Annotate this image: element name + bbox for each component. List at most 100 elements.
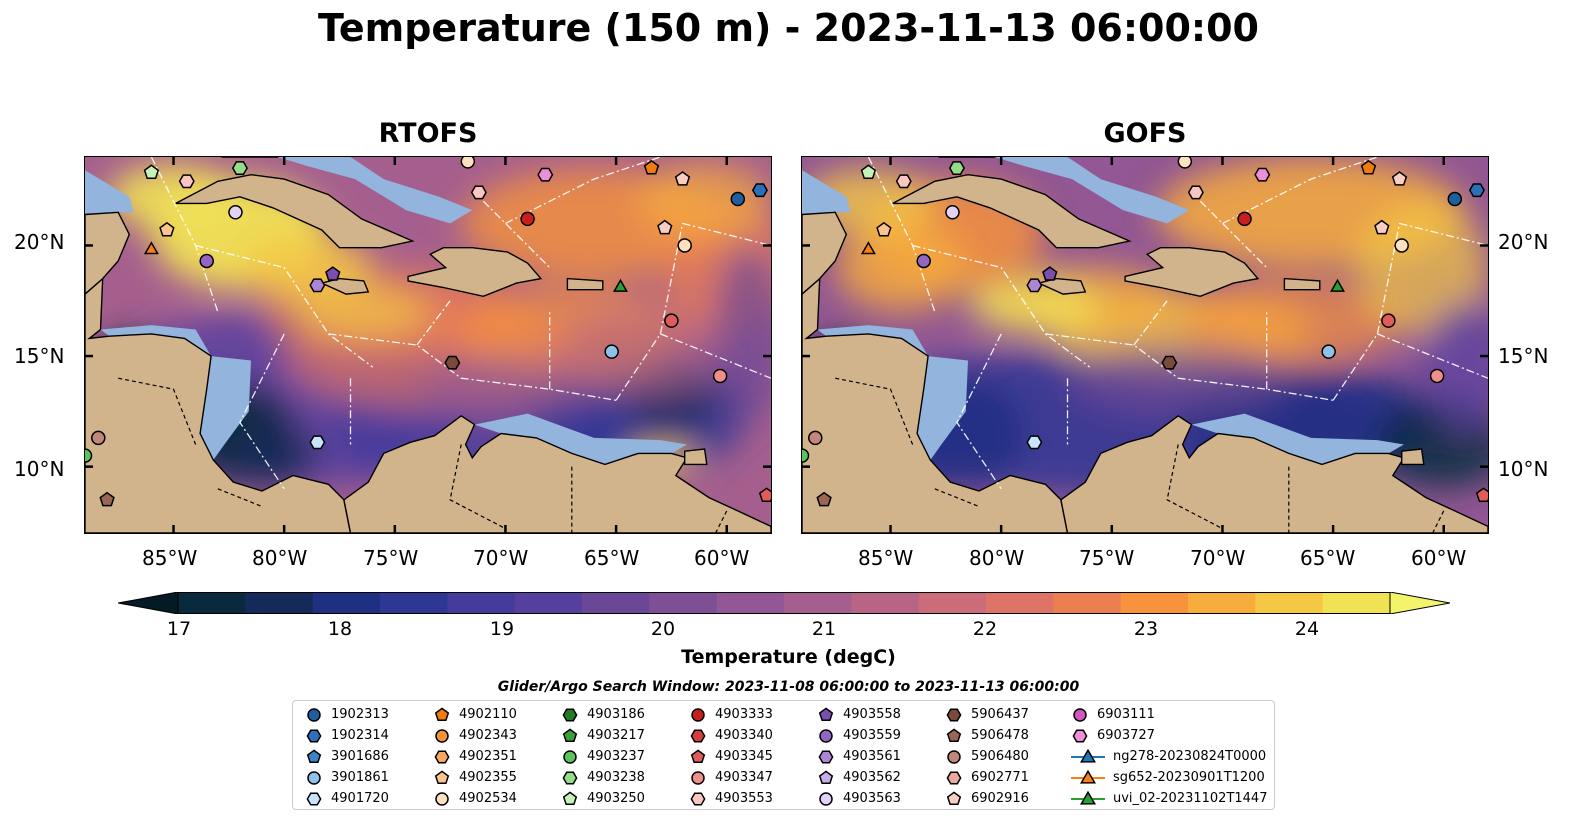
legend-item: 4903250: [561, 788, 645, 809]
colorbar-tick-21: 21: [811, 618, 837, 640]
legend-item: 4903237: [561, 746, 645, 767]
legend-float-marker: [434, 706, 450, 721]
legend-float-marker: [307, 707, 321, 722]
lon-label-85w-rtofs: 85°W: [142, 546, 198, 570]
shelf-bahamas: [994, 157, 1190, 224]
float-marker: [1026, 278, 1043, 293]
pentagon-marker-icon: [306, 748, 322, 763]
map-panel-rtofs: [84, 156, 772, 534]
float-marker: [1161, 355, 1178, 370]
legend-item: sg652-20230901T1200: [1071, 767, 1265, 788]
legend-item-label: 4903237: [587, 749, 645, 764]
boundary-line: [505, 157, 661, 224]
legend-item: 4903238: [561, 767, 645, 788]
boundary-line: [1399, 222, 1488, 247]
circle-marker-icon: [947, 749, 961, 764]
boundary-line: [416, 300, 451, 346]
lon-label-65w-gofs: 65°W: [1300, 546, 1356, 570]
circle-marker-icon: [307, 770, 321, 785]
land-trinidad: [684, 448, 708, 466]
colorbar-tick-24: 24: [1294, 618, 1320, 640]
figure-title: Temperature (150 m) - 2023-11-13 06:00:0…: [317, 6, 1259, 50]
float-marker: [143, 164, 160, 180]
lat-label-15n-left: 15°N: [14, 344, 65, 368]
pentagon-marker-icon: [690, 748, 706, 763]
hexagon-marker-icon: [946, 771, 962, 784]
legend-item: 6903727: [1071, 725, 1155, 746]
legend-float-marker: [306, 748, 322, 763]
float-marker: [1475, 487, 1488, 502]
colorbar-tick-22: 22: [972, 618, 998, 640]
legend-float-marker: [435, 728, 449, 743]
float-marker: [143, 241, 159, 255]
legend-float-marker: [818, 750, 834, 763]
legend-float-marker: [691, 707, 705, 722]
float-marker: [470, 185, 487, 200]
legend-item: 1902313: [305, 704, 389, 725]
legend-item: 4903347: [689, 767, 773, 788]
boundary-line: [1133, 300, 1168, 346]
float-marker: [613, 278, 628, 292]
boundary-line: [660, 333, 771, 379]
boundary-line: [195, 244, 374, 368]
legend-item: 4901720: [305, 788, 389, 809]
float-marker: [712, 368, 728, 384]
legend-item: 4902355: [433, 767, 517, 788]
temperature-patch: [1355, 201, 1488, 334]
float-marker: [1187, 185, 1204, 200]
legend-item: 4902343: [433, 725, 517, 746]
circle-marker-icon: [691, 707, 705, 722]
colorbar-bin: [1188, 592, 1256, 614]
legend-float-marker: [562, 727, 578, 742]
shelf-venezuela: [474, 413, 687, 465]
lon-label-85w-gofs: 85°W: [858, 546, 914, 570]
legend-float-marker: [434, 750, 450, 763]
hexagon-marker-icon: [690, 729, 706, 742]
float-marker: [1254, 167, 1271, 182]
legend-float-marker: [818, 769, 834, 784]
legend-item-label: 1902314: [331, 728, 389, 743]
temperature-patch: [1421, 300, 1488, 434]
legend-float-marker: [946, 771, 962, 784]
shelf-honduras: [817, 325, 929, 357]
legend-float-marker: [435, 791, 449, 806]
legend-item: 4903333: [689, 704, 773, 725]
float-marker: [159, 221, 175, 237]
legend-item: 4903345: [689, 746, 773, 767]
pentagon-marker-icon: [434, 769, 450, 784]
land-yucatan: [85, 211, 131, 296]
shelf-venezuela: [1191, 413, 1404, 465]
float-marker: [751, 183, 768, 198]
legend-title: Glider/Argo Search Window: 2023-11-08 06…: [497, 679, 1080, 695]
float-marker: [1447, 191, 1463, 207]
temperature-patch: [295, 285, 428, 339]
float-marker: [99, 491, 115, 507]
legend-item-label: 6902771: [971, 770, 1029, 785]
float-marker: [1374, 219, 1390, 235]
pentagon-marker-icon: [434, 706, 450, 721]
colorbar-extend-high: [1389, 591, 1451, 615]
legend-item: 1902314: [305, 725, 389, 746]
legend-float-marker: [563, 749, 577, 764]
colorbar-tick-18: 18: [327, 618, 353, 640]
hexagon-marker-icon: [562, 771, 578, 784]
legend-item: 4903562: [817, 767, 901, 788]
legend-item-label: 4903238: [587, 770, 645, 785]
temperature-patch: [107, 163, 240, 230]
legend-item-label: 6902916: [971, 791, 1029, 806]
legend-float-marker: [690, 729, 706, 742]
map-panel-gofs: [801, 156, 1489, 534]
lon-label-75w-gofs: 75°W: [1079, 546, 1135, 570]
colorbar-bin: [649, 592, 718, 614]
float-marker: [657, 219, 673, 235]
pentagon-marker-icon: [562, 790, 578, 805]
legend-item: 4903558: [817, 704, 901, 725]
temperature-patch: [713, 245, 771, 423]
legend-float-marker: [946, 708, 962, 721]
legend-item-label: 5906478: [971, 728, 1029, 743]
float-marker: [730, 191, 746, 207]
legend-glider-marker: [1079, 748, 1096, 763]
panel-title-rtofs: RTOFS: [378, 118, 478, 149]
lat-label-20n-left: 20°N: [14, 230, 65, 254]
country-border: [835, 377, 914, 445]
